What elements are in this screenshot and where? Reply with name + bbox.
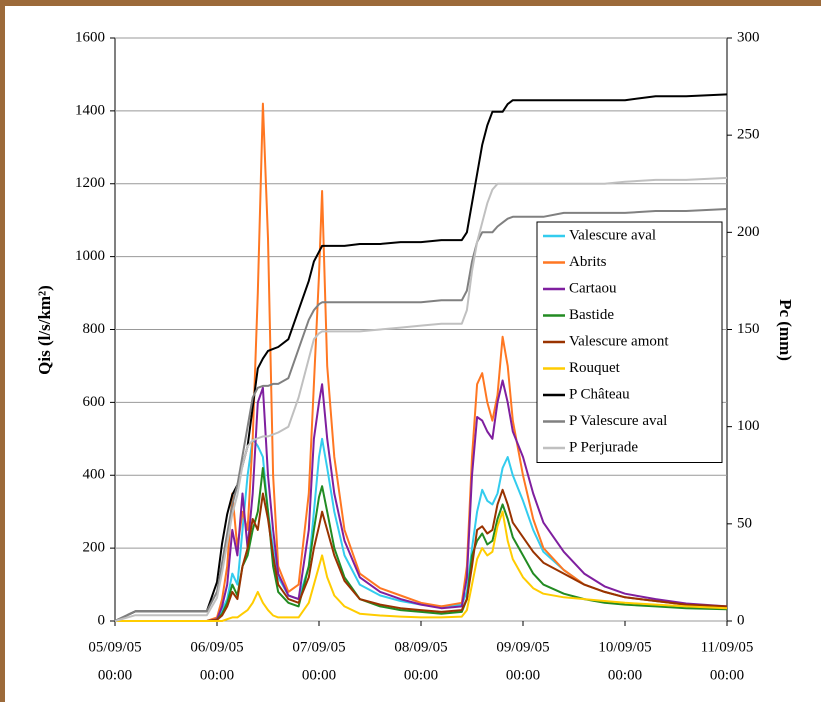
- x-tick-label: 09/09/05: [496, 639, 549, 655]
- y-tick-label: 1400: [75, 102, 105, 118]
- y2-tick-label: 200: [737, 224, 760, 240]
- x-tick-label: 00:00: [608, 667, 642, 683]
- legend-label: Cartaou: [569, 280, 617, 296]
- legend-label: Bastide: [569, 307, 614, 323]
- y-tick-label: 1600: [75, 29, 105, 45]
- frame-top: [0, 0, 821, 6]
- y-axis-title: Qis (l/s/km²): [35, 285, 54, 375]
- x-tick-label: 00:00: [710, 667, 744, 683]
- y-tick-label: 1200: [75, 175, 105, 191]
- series-line: [114, 176, 728, 622]
- y-tick-label: 1000: [75, 248, 105, 264]
- series-line: [115, 488, 728, 622]
- legend-label: Abrits: [569, 254, 607, 270]
- legend-label: Rouquet: [569, 360, 621, 376]
- y-tick-label: 600: [83, 394, 106, 410]
- x-tick-label: 05/09/05: [88, 639, 141, 655]
- x-tick-label: 00:00: [404, 667, 438, 683]
- series-line: [115, 510, 728, 622]
- x-tick-label: 00:00: [506, 667, 540, 683]
- x-tick-label: 11/09/05: [701, 639, 754, 655]
- y2-tick-label: 0: [737, 612, 745, 628]
- y2-tick-label: 250: [737, 127, 760, 143]
- y-tick-label: 800: [83, 321, 106, 337]
- y2-tick-label: 100: [737, 418, 760, 434]
- x-tick-label: 07/09/05: [292, 639, 345, 655]
- x-tick-label: 00:00: [302, 667, 336, 683]
- y2-tick-label: 50: [737, 515, 752, 531]
- legend-label: Valescure aval: [569, 227, 656, 243]
- legend-label: P Château: [569, 386, 630, 402]
- legend-box: [536, 221, 723, 463]
- series-line: [114, 208, 728, 622]
- frame-left: [0, 0, 5, 702]
- x-tick-label: 08/09/05: [394, 639, 447, 655]
- x-tick-label: 00:00: [98, 667, 132, 683]
- x-tick-label: 00:00: [200, 667, 234, 683]
- series-line: [115, 437, 728, 622]
- series-line: [115, 379, 728, 622]
- legend-label: Valescure amont: [569, 333, 669, 349]
- y2-tick-label: 150: [737, 321, 760, 337]
- legend-label: P Valescure aval: [569, 413, 667, 429]
- y2-axis-title: Pc (mm): [776, 299, 795, 361]
- x-tick-label: 06/09/05: [190, 639, 243, 655]
- legend-label: P Perjurade: [569, 439, 638, 455]
- y-tick-label: 400: [83, 467, 106, 483]
- x-tick-label: 10/09/05: [598, 639, 651, 655]
- y-tick-label: 200: [83, 540, 106, 556]
- y-tick-label: 0: [98, 612, 106, 628]
- y2-tick-label: 300: [737, 29, 760, 45]
